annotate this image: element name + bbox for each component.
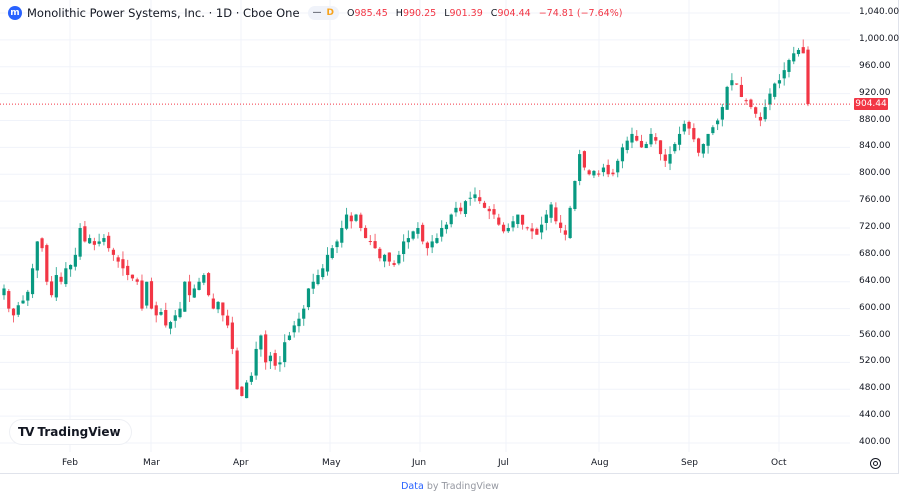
price-tick-label: 920.00 bbox=[859, 87, 891, 98]
candlestick-chart[interactable] bbox=[0, 0, 900, 474]
low-key: L bbox=[444, 7, 450, 19]
price-tick-label: 640.00 bbox=[859, 275, 891, 286]
data-link[interactable]: Data bbox=[401, 481, 424, 492]
price-tick-label: 520.00 bbox=[859, 356, 891, 367]
price-tick-label: 480.00 bbox=[859, 383, 891, 394]
time-tick-label: Jul bbox=[498, 458, 509, 468]
market-status-pill[interactable]: — D bbox=[307, 6, 340, 20]
symbol-title[interactable]: Monolithic Power Systems, Inc. · 1D · Cb… bbox=[27, 6, 300, 20]
high-value: 990.25 bbox=[402, 7, 437, 19]
time-tick-label: Apr bbox=[233, 458, 249, 468]
open-key: O bbox=[347, 7, 355, 19]
price-tick-label: 800.00 bbox=[859, 168, 891, 179]
tradingview-logo-icon: TV bbox=[18, 425, 35, 439]
price-tick-label: 840.00 bbox=[859, 141, 891, 152]
delayed-data-badge: D bbox=[326, 8, 335, 18]
settings-gear-icon[interactable] bbox=[870, 458, 881, 469]
price-tick-label: 1,000.00 bbox=[859, 33, 900, 44]
time-tick-label: Aug bbox=[591, 458, 609, 468]
time-tick-label: May bbox=[322, 458, 341, 468]
low-value: 901.39 bbox=[449, 7, 483, 19]
time-tick-label: Sep bbox=[681, 458, 698, 468]
price-tick-label: 680.00 bbox=[859, 248, 891, 259]
price-tick-label: 400.00 bbox=[859, 437, 891, 447]
time-tick-label: Feb bbox=[62, 458, 78, 468]
open-value: 985.45 bbox=[354, 7, 388, 19]
price-tick-label: 1,040.00 bbox=[859, 7, 900, 17]
ohlc-values: O985.45 H990.25 L901.39 C904.44 −74.81 (… bbox=[347, 8, 627, 19]
close-key: C bbox=[490, 7, 498, 19]
time-tick-label: Oct bbox=[771, 458, 787, 468]
tradingview-badge[interactable]: TV TradingView bbox=[10, 420, 131, 444]
chart-frame bbox=[0, 0, 899, 474]
symbol-legend: m Monolithic Power Systems, Inc. · 1D · … bbox=[8, 4, 627, 22]
tradingview-label: TradingView bbox=[37, 425, 121, 439]
price-tick-label: 880.00 bbox=[859, 114, 891, 125]
price-tick-label: 760.00 bbox=[859, 195, 891, 206]
high-key: H bbox=[395, 7, 403, 19]
price-tick-label: 440.00 bbox=[859, 410, 891, 421]
price-tick-label: 960.00 bbox=[859, 60, 891, 71]
company-logo-icon: m bbox=[8, 6, 22, 20]
price-tick-label: 720.00 bbox=[859, 222, 891, 232]
price-tick-label: 560.00 bbox=[859, 329, 891, 340]
minus-icon: — bbox=[312, 8, 322, 18]
last-price-tag: 904.44 bbox=[854, 98, 888, 111]
change-value: −74.81 (−7.64%) bbox=[538, 7, 623, 19]
time-tick-label: Mar bbox=[143, 458, 160, 468]
price-tick-label: 600.00 bbox=[859, 302, 891, 313]
time-tick-label: Jun bbox=[412, 458, 427, 468]
attribution-footer: Data by TradingView bbox=[0, 481, 900, 492]
attribution-text: by TradingView bbox=[423, 481, 499, 492]
close-value: 904.44 bbox=[497, 7, 531, 19]
